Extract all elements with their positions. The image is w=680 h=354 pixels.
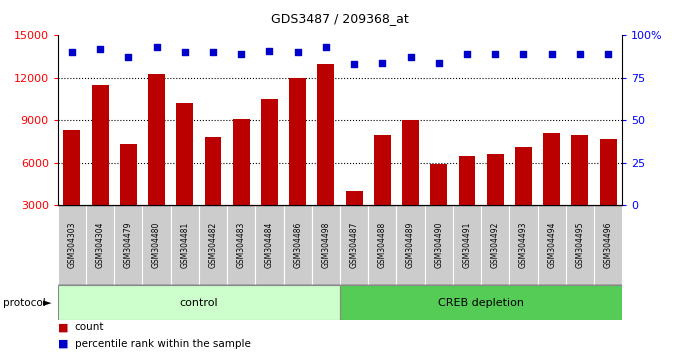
Bar — [261, 99, 278, 205]
Text: GSM304492: GSM304492 — [491, 222, 500, 268]
Bar — [289, 78, 306, 205]
Text: GSM304494: GSM304494 — [547, 222, 556, 268]
FancyBboxPatch shape — [199, 205, 227, 285]
Point — [433, 60, 444, 65]
Text: GSM304493: GSM304493 — [519, 222, 528, 268]
Bar — [543, 133, 560, 205]
Point — [377, 60, 388, 65]
Point — [123, 55, 134, 60]
Bar — [571, 135, 588, 205]
Bar — [148, 74, 165, 205]
Text: GSM304304: GSM304304 — [96, 222, 105, 268]
Bar — [63, 130, 80, 205]
FancyBboxPatch shape — [86, 205, 114, 285]
Bar — [374, 135, 391, 205]
Text: GSM304484: GSM304484 — [265, 222, 274, 268]
FancyBboxPatch shape — [171, 205, 199, 285]
Text: GSM304303: GSM304303 — [67, 222, 76, 268]
Text: GSM304480: GSM304480 — [152, 222, 161, 268]
Text: GSM304495: GSM304495 — [575, 222, 584, 268]
Point — [95, 46, 105, 52]
Text: ■: ■ — [58, 339, 68, 349]
Text: GSM304491: GSM304491 — [462, 222, 471, 268]
Text: GSM304482: GSM304482 — [209, 222, 218, 268]
Bar — [120, 144, 137, 205]
Point — [180, 50, 190, 55]
FancyBboxPatch shape — [256, 205, 284, 285]
Bar — [430, 164, 447, 205]
Point — [264, 48, 275, 53]
FancyBboxPatch shape — [481, 205, 509, 285]
Bar — [318, 64, 335, 205]
Text: GSM304490: GSM304490 — [435, 222, 443, 268]
Text: GSM304496: GSM304496 — [604, 222, 613, 268]
Text: percentile rank within the sample: percentile rank within the sample — [75, 339, 251, 349]
Text: GSM304479: GSM304479 — [124, 222, 133, 268]
Point — [518, 51, 529, 57]
Text: control: control — [180, 298, 218, 308]
Point — [236, 51, 247, 57]
Bar — [92, 85, 109, 205]
Point — [207, 50, 218, 55]
FancyBboxPatch shape — [509, 205, 538, 285]
Point — [546, 51, 557, 57]
Point — [151, 45, 162, 50]
Text: ►: ► — [43, 298, 51, 308]
FancyBboxPatch shape — [396, 205, 425, 285]
Bar — [487, 154, 504, 205]
Point — [320, 45, 331, 50]
Text: GSM304488: GSM304488 — [378, 222, 387, 268]
Bar — [176, 103, 193, 205]
Text: GSM304489: GSM304489 — [406, 222, 415, 268]
Text: CREB depletion: CREB depletion — [438, 298, 524, 308]
FancyBboxPatch shape — [143, 205, 171, 285]
Text: ■: ■ — [58, 322, 68, 332]
FancyBboxPatch shape — [453, 205, 481, 285]
Bar — [458, 156, 475, 205]
FancyBboxPatch shape — [538, 205, 566, 285]
Text: GSM304498: GSM304498 — [322, 222, 330, 268]
FancyBboxPatch shape — [566, 205, 594, 285]
Text: count: count — [75, 322, 104, 332]
Point — [602, 51, 613, 57]
Text: protocol: protocol — [3, 298, 46, 308]
Bar — [402, 120, 419, 205]
FancyBboxPatch shape — [594, 205, 622, 285]
Text: GSM304481: GSM304481 — [180, 222, 189, 268]
Text: GSM304487: GSM304487 — [350, 222, 358, 268]
Point — [292, 50, 303, 55]
Point — [405, 55, 416, 60]
FancyBboxPatch shape — [227, 205, 256, 285]
Point — [575, 51, 585, 57]
Bar — [233, 119, 250, 205]
Point — [67, 50, 78, 55]
Point — [462, 51, 473, 57]
Bar — [205, 137, 222, 205]
Bar — [345, 191, 362, 205]
Text: GDS3487 / 209368_at: GDS3487 / 209368_at — [271, 12, 409, 25]
Point — [490, 51, 500, 57]
FancyBboxPatch shape — [369, 205, 396, 285]
FancyBboxPatch shape — [58, 285, 340, 320]
FancyBboxPatch shape — [340, 285, 622, 320]
FancyBboxPatch shape — [425, 205, 453, 285]
Bar — [515, 147, 532, 205]
FancyBboxPatch shape — [58, 205, 86, 285]
FancyBboxPatch shape — [114, 205, 143, 285]
FancyBboxPatch shape — [340, 205, 369, 285]
FancyBboxPatch shape — [284, 205, 312, 285]
Point — [349, 62, 360, 67]
FancyBboxPatch shape — [312, 205, 340, 285]
Bar — [600, 139, 617, 205]
Text: GSM304486: GSM304486 — [293, 222, 302, 268]
Text: GSM304483: GSM304483 — [237, 222, 245, 268]
